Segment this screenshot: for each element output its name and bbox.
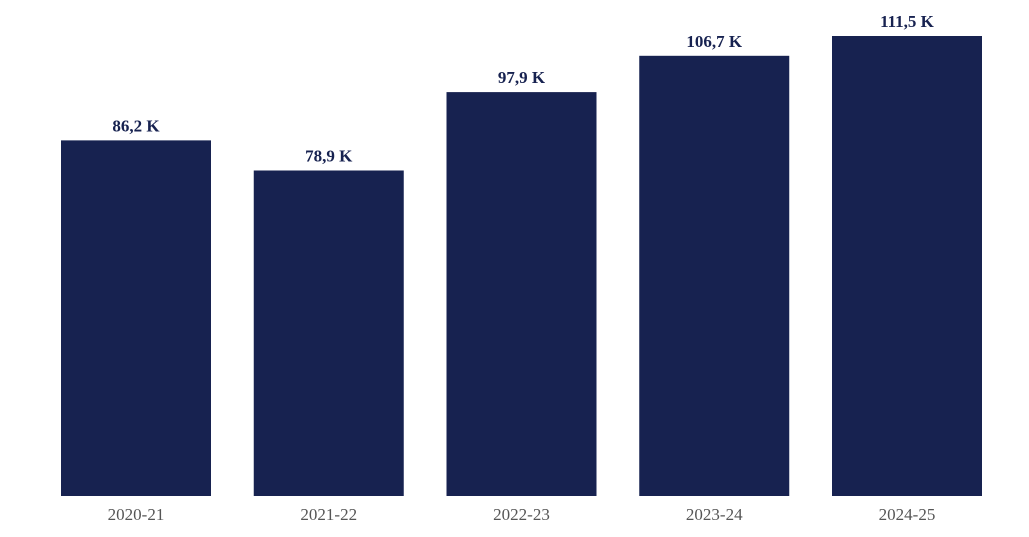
bar-2021-22 — [253, 170, 404, 496]
x-tick-label-2023-24: 2023-24 — [686, 505, 743, 524]
x-tick-labels-group: 2020-21 2021-22 2022-23 2023-24 2024-25 — [108, 505, 936, 524]
x-tick-label-2022-23: 2022-23 — [493, 505, 550, 524]
bar-2024-25 — [832, 36, 982, 496]
bars-group — [61, 36, 982, 497]
bar-2023-24 — [639, 55, 790, 497]
value-label-2021-22: 78,9 K — [305, 146, 353, 165]
x-tick-label-2020-21: 2020-21 — [108, 505, 165, 524]
value-label-2022-23: 97,9 K — [498, 68, 546, 87]
bar-2022-23 — [446, 92, 597, 497]
value-label-2020-21: 86,2 K — [112, 116, 160, 135]
value-labels-group: 86,2 K 78,9 K 97,9 K 106,7 K 111,5 K — [112, 12, 934, 165]
value-label-2024-25: 111,5 K — [880, 12, 935, 31]
x-tick-label-2021-22: 2021-22 — [300, 505, 357, 524]
x-tick-label-2024-25: 2024-25 — [879, 505, 936, 524]
bar-2020-21 — [61, 140, 211, 496]
value-label-2023-24: 106,7 K — [686, 32, 743, 51]
